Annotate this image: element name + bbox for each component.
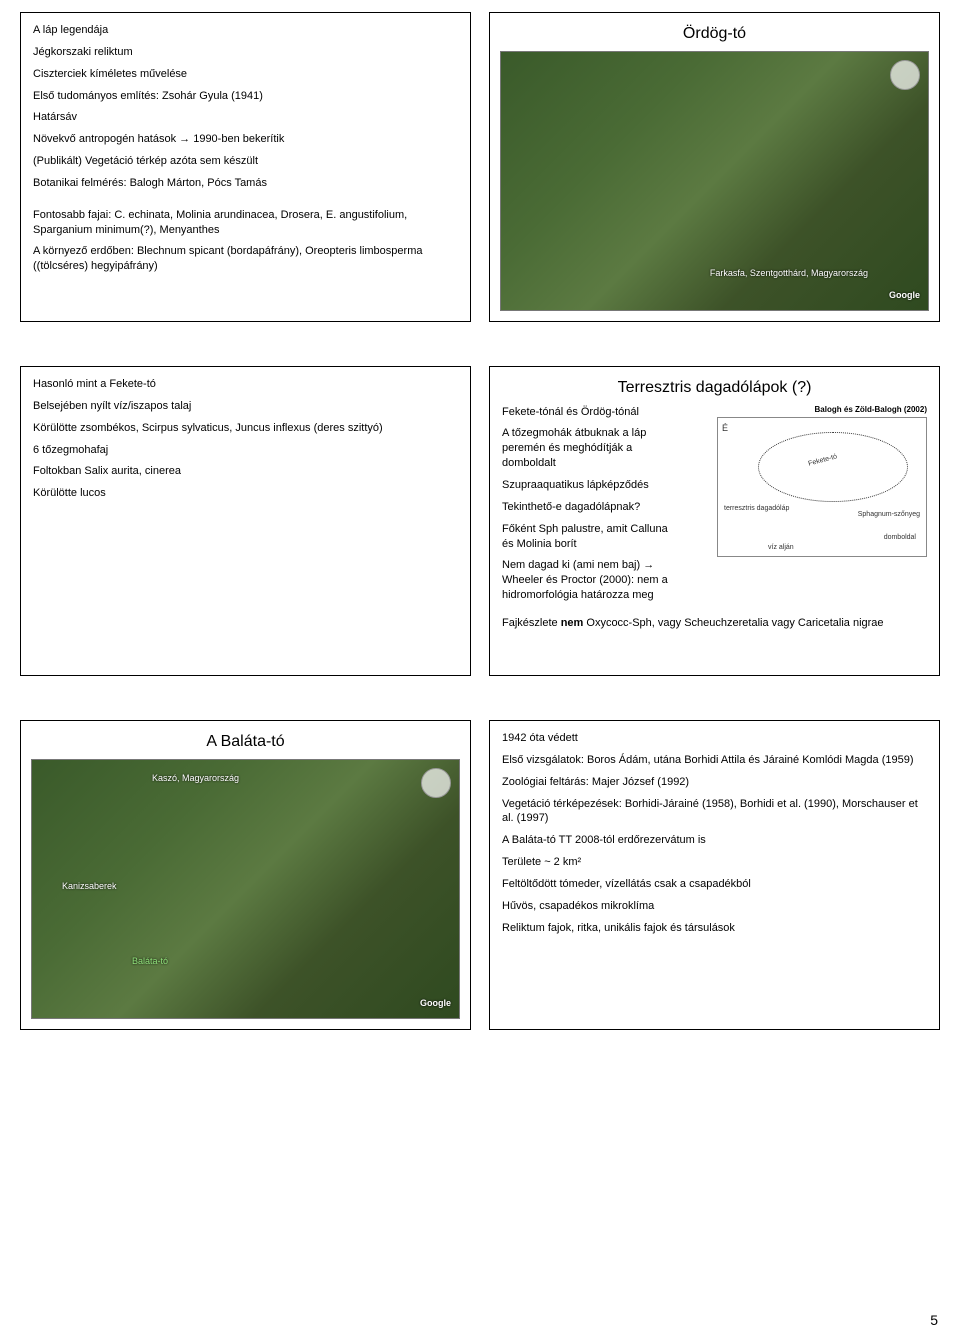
footer-span: Fajkészlete nem Oxycocc-Sph, vagy Scheuc…: [502, 617, 884, 629]
text-line: Szupraaquatikus lápképződés: [502, 478, 681, 493]
text-line: Fekete-tónál és Ördög-tónál: [502, 405, 681, 420]
text-column: Fekete-tónál és Ördög-tónál A tőzegmohák…: [502, 405, 681, 610]
satellite-map: Kaszó, Magyarország Kanizsaberek Baláta-…: [31, 759, 460, 1019]
diagram-label: domboldal: [884, 533, 916, 542]
text-line: Jégkorszaki reliktum: [33, 45, 458, 60]
slide-row-3: A Baláta-tó Kaszó, Magyarország Kanizsab…: [20, 720, 940, 1030]
species-text: A környező erdőben: Blechnum spicant (bo…: [33, 244, 458, 274]
map-marker-label: Baláta-tó: [132, 955, 168, 967]
diagram-label: terresztris dagadóláp: [724, 504, 789, 513]
text-line: 1942 óta védett: [502, 731, 927, 746]
google-logo: Google: [420, 997, 451, 1009]
slide-title: A Baláta-tó: [31, 731, 460, 753]
footer-text: Fajkészlete nem Oxycocc-Sph, vagy Scheuc…: [502, 616, 927, 631]
text-line: A láp legendája: [33, 23, 458, 38]
map-marker-label: Kaszó, Magyarország: [152, 772, 239, 784]
google-logo: Google: [889, 289, 920, 301]
slide-row-2: Hasonló mint a Fekete-tó Belsejében nyíl…: [20, 366, 940, 676]
text-line: Hasonló mint a Fekete-tó: [33, 377, 458, 392]
text-line: A Baláta-tó TT 2008-tól erdőrezervátum i…: [502, 833, 927, 848]
slide-lap-legendaja: A láp legendája Jégkorszaki reliktum Cis…: [20, 12, 471, 322]
text-line: Foltokban Salix aurita, cinerea: [33, 464, 458, 479]
text-line: Ciszterciek kíméletes művelése: [33, 67, 458, 82]
slide-title: Ördög-tó: [500, 23, 929, 45]
page-number: 5: [930, 1312, 938, 1328]
text-line: Körülötte zsombékos, Scirpus sylvaticus,…: [33, 421, 458, 436]
text-line: Botanikai felmérés: Balogh Márton, Pócs …: [33, 176, 458, 191]
text-line: Feltöltődött tómeder, vízellátás csak a …: [502, 877, 927, 892]
text-line: Növekvő antropogén hatások → 1990-ben be…: [33, 132, 458, 147]
schematic-diagram: É Fekete-tó terresztris dagadóláp Sphagn…: [717, 417, 927, 557]
slide-hasonlo-fekete-to: Hasonló mint a Fekete-tó Belsejében nyíl…: [20, 366, 471, 676]
text-line: Első vizsgálatok: Boros Ádám, utána Borh…: [502, 753, 927, 768]
text-line: Tekinthető-e dagadólápnak?: [502, 500, 681, 515]
text-line: Nem dagad ki (ami nem baj) → Wheeler és …: [502, 558, 681, 603]
text-line: Területe ~ 2 km²: [502, 855, 927, 870]
slide-title: Terresztris dagadólápok (?): [502, 377, 927, 399]
lake-ellipse-icon: [758, 432, 908, 502]
text-line: Zoológiai feltárás: Majer József (1992): [502, 775, 927, 790]
text-line: Vegetáció térképezések: Borhidi-Járainé …: [502, 797, 927, 827]
slide-terresztris: Terresztris dagadólápok (?) Fekete-tónál…: [489, 366, 940, 676]
slide-balata-to-info: 1942 óta védett Első vizsgálatok: Boros …: [489, 720, 940, 1030]
north-arrow-label: É: [722, 422, 728, 434]
species-text: Fontosabb fajai: C. echinata, Molinia ar…: [33, 208, 458, 238]
text-line: Főként Sph palustre, amit Calluna és Mol…: [502, 522, 681, 552]
diagram-column: Balogh és Zöld-Balogh (2002) É Fekete-tó…: [689, 405, 928, 610]
text-line: Határsáv: [33, 110, 458, 125]
text-line: (Publikált) Vegetáció térkép azóta sem k…: [33, 154, 458, 169]
slide-balata-to-map: A Baláta-tó Kaszó, Magyarország Kanizsab…: [20, 720, 471, 1030]
text-line: Hűvös, csapadékos mikroklíma: [502, 899, 927, 914]
text-line: Reliktum fajok, ritka, unikális fajok és…: [502, 921, 927, 936]
diagram-label: Sphagnum-szőnyeg: [858, 510, 920, 519]
text-line: Első tudományos említés: Zsohár Gyula (1…: [33, 89, 458, 104]
slide-row-1: A láp legendája Jégkorszaki reliktum Cis…: [20, 12, 940, 322]
text-line: Belsejében nyílt víz/iszapos talaj: [33, 399, 458, 414]
map-marker-label: Kanizsaberek: [62, 880, 117, 892]
text-line: 6 tőzegmohafaj: [33, 443, 458, 458]
map-nav-icon: [421, 768, 451, 798]
slide-ordog-to-map: Ördög-tó Farkasfa, Szentgotthárd, Magyar…: [489, 12, 940, 322]
diagram-label: víz alján: [768, 543, 794, 552]
map-nav-icon: [890, 60, 920, 90]
map-marker-label: Farkasfa, Szentgotthárd, Magyarország: [710, 267, 868, 279]
satellite-map: Farkasfa, Szentgotthárd, Magyarország Go…: [500, 51, 929, 311]
text-line: Körülötte lucos: [33, 486, 458, 501]
diagram-credit: Balogh és Zöld-Balogh (2002): [689, 405, 928, 416]
text-line: A tőzegmohák átbuknak a láp peremén és m…: [502, 426, 681, 471]
